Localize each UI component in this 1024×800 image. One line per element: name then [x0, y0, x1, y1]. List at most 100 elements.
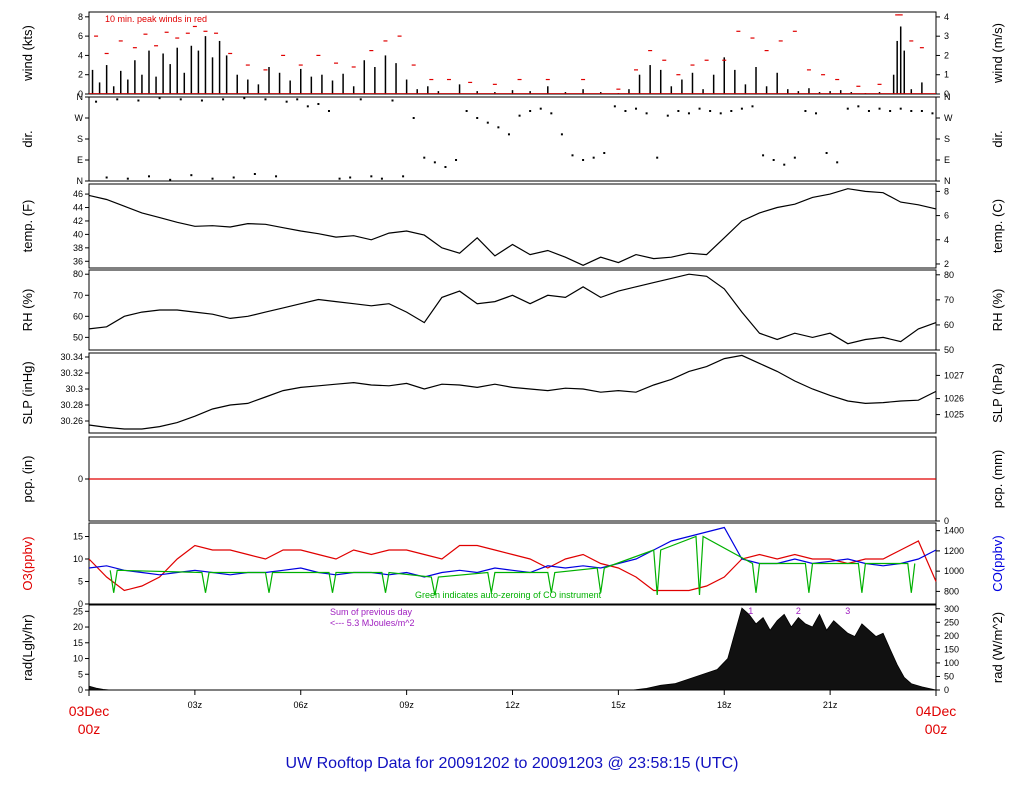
- dir-direction-point: [878, 107, 881, 110]
- dir-direction-point: [793, 156, 796, 159]
- dir-direction-point: [317, 103, 320, 105]
- rh-frame: [88, 269, 937, 351]
- dir-direction-point: [158, 97, 161, 100]
- dir-direction-point: [762, 154, 765, 157]
- dir-right-tick-label: E: [944, 155, 950, 165]
- rad-right-tick-label: 250: [944, 617, 959, 627]
- dir-direction-point: [920, 110, 923, 112]
- gas-co-line: [88, 526, 937, 578]
- dir-direction-point: [497, 126, 500, 129]
- dir-direction-point: [910, 110, 913, 112]
- temp-left-tick-label: 46: [73, 189, 83, 199]
- dir-direction-point: [222, 98, 225, 101]
- rh-left-tick-label: 80: [73, 269, 83, 279]
- rad-left-tick-label: 10: [73, 654, 83, 664]
- dir-direction-point: [126, 177, 129, 180]
- dir-right-tick-label: N: [944, 92, 951, 102]
- rh-right-tick-label: 60: [944, 320, 954, 330]
- dir-direction-point: [190, 174, 193, 177]
- slp-left-tick-label: 30.26: [60, 416, 83, 426]
- temp-right-tick-label: 2: [944, 259, 949, 269]
- rh-right-tick-label: 70: [944, 295, 954, 305]
- pcp-right-axis-label: pcp. (mm): [990, 450, 1005, 509]
- dir-frame: [88, 96, 937, 182]
- wind-right-axis-label: wind (m/s): [990, 23, 1005, 84]
- pcp-left-axis-label: pcp. (in): [20, 456, 35, 503]
- dir-direction-point: [296, 98, 299, 101]
- dir-direction-point: [656, 156, 659, 159]
- x-start-date-label: 03Dec: [69, 703, 109, 719]
- rad-right-tick-label: 200: [944, 631, 959, 641]
- panel-rh: 50 60 70 80 50 60 70 80 RH (%) RH (%): [20, 269, 1005, 355]
- dir-direction-point: [95, 100, 98, 103]
- dir-direction-point: [486, 121, 489, 124]
- dir-direction-point: [857, 105, 860, 108]
- rh-left-tick-label: 50: [73, 332, 83, 342]
- pcp-right-tick-label: 0: [944, 516, 949, 526]
- gas-right-tick-label: 1400: [944, 526, 964, 536]
- temp-left-tick-label: 38: [73, 243, 83, 253]
- rad-right-tick-label: 150: [944, 644, 959, 654]
- dir-direction-point: [730, 110, 733, 112]
- temp-right-tick-label: 4: [944, 235, 949, 245]
- temp-right-tick-label: 8: [944, 186, 949, 196]
- dir-left-axis-label: dir.: [20, 130, 35, 147]
- dir-direction-point: [338, 177, 341, 180]
- dir-direction-point: [243, 97, 246, 100]
- dir-direction-point: [455, 159, 458, 161]
- dir-direction-point: [444, 166, 447, 168]
- gas-note: Green indicates auto-zeroing of CO instr…: [415, 590, 602, 600]
- slp-frame: [88, 352, 937, 434]
- rad-radiation-area: [88, 607, 937, 691]
- dir-direction-point: [560, 133, 563, 136]
- dir-direction-point: [349, 176, 352, 179]
- dir-direction-point: [116, 98, 119, 101]
- rad-left-tick-label: 15: [73, 638, 83, 648]
- slp-left-tick-label: 30.32: [60, 368, 83, 378]
- x-end-date-label: 04Dec: [916, 703, 956, 719]
- dir-direction-point: [370, 175, 373, 178]
- rad-left-tick-label: 20: [73, 622, 83, 632]
- dir-left-tick-label: N: [77, 92, 84, 102]
- rad-left-tick-label: 0: [78, 685, 83, 695]
- dir-direction-point: [465, 110, 468, 112]
- dir-direction-point: [391, 99, 394, 102]
- dir-direction-point: [275, 175, 278, 178]
- dir-direction-point: [867, 110, 870, 112]
- rh-right-tick-label: 50: [944, 345, 954, 355]
- dir-direction-point: [507, 133, 510, 136]
- x-tick-label: 06z: [293, 700, 308, 710]
- wind-right-tick-label: 2: [944, 50, 949, 60]
- rh-left-axis-label: RH (%): [20, 289, 35, 332]
- dir-direction-point: [105, 176, 108, 179]
- dir-direction-point: [846, 107, 849, 110]
- rh-relative-humidity-line: [88, 273, 937, 345]
- dir-direction-point: [423, 156, 426, 159]
- dir-direction-point: [931, 112, 934, 115]
- dir-direction-point: [571, 154, 574, 157]
- x-start-time-label: 00z: [78, 721, 101, 737]
- temp-left-tick-label: 40: [73, 229, 83, 239]
- temp-left-axis-label: temp. (F): [20, 200, 35, 253]
- dir-direction-point: [899, 107, 902, 110]
- dir-direction-point: [740, 107, 743, 110]
- dir-direction-point: [709, 110, 712, 112]
- dir-direction-point: [380, 177, 383, 180]
- dir-direction-point: [529, 110, 532, 112]
- dir-right-axis-label: dir.: [990, 130, 1005, 147]
- slp-right-tick-label: 1025: [944, 410, 964, 420]
- x-tick-label: 21z: [823, 700, 838, 710]
- dir-direction-point: [603, 152, 606, 154]
- x-end-time-label: 00z: [925, 721, 948, 737]
- temp-left-tick-label: 36: [73, 256, 83, 266]
- dir-direction-point: [359, 98, 362, 101]
- x-tick-label: 12z: [505, 700, 520, 710]
- dir-direction-point: [772, 159, 775, 161]
- dir-direction-point: [433, 161, 436, 164]
- rad-right-tick-label: 100: [944, 658, 959, 668]
- rad-right-tick-label: 300: [944, 604, 959, 614]
- rh-right-axis-label: RH (%): [990, 289, 1005, 332]
- rad-right-tick-label: 50: [944, 671, 954, 681]
